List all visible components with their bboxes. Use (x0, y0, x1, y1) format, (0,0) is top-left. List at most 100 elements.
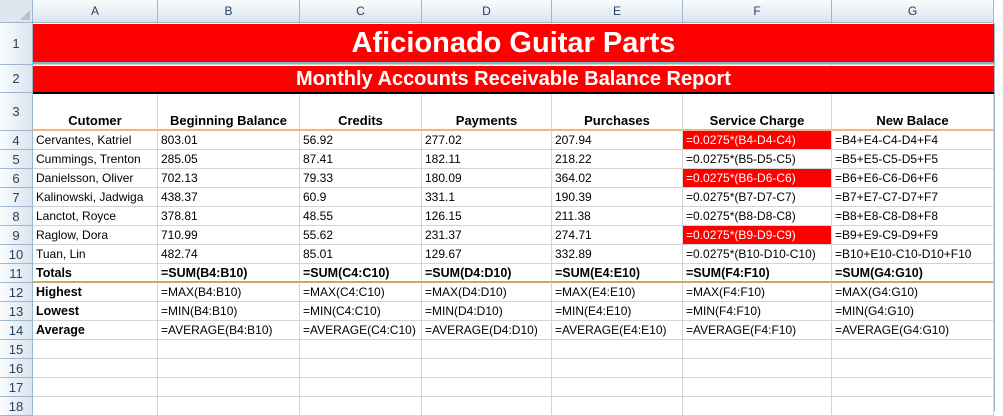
row-header-15[interactable]: 15 (0, 340, 33, 359)
cell-b11[interactable]: =SUM(B4:B10) (158, 264, 300, 283)
cell-f9[interactable]: =0.0275*(B9-D9-C9) (683, 226, 832, 245)
column-header-g[interactable]: G (832, 0, 994, 23)
cell-a6[interactable]: Danielsson, Oliver (33, 169, 158, 188)
cell-g13[interactable]: =MIN(G4:G10) (832, 302, 994, 321)
row-header-18[interactable]: 18 (0, 397, 33, 416)
cell-b13[interactable]: =MIN(B4:B10) (158, 302, 300, 321)
cell-c11[interactable]: =SUM(C4:C10) (300, 264, 422, 283)
cell-f4[interactable]: =0.0275*(B4-D4-C4) (683, 131, 832, 150)
cell-g11[interactable]: =SUM(G4:G10) (832, 264, 994, 283)
cell-d18[interactable] (422, 397, 552, 416)
cell-e3[interactable]: Purchases (552, 93, 683, 131)
cell-a9[interactable]: Raglow, Dora (33, 226, 158, 245)
cell-g10[interactable]: =B10+E10-C10-D10+F10 (832, 245, 994, 264)
row-header-11[interactable]: 11 (0, 264, 33, 283)
row-header-9[interactable]: 9 (0, 226, 33, 245)
cell-c18[interactable] (300, 397, 422, 416)
cell-e7[interactable]: 190.39 (552, 188, 683, 207)
cell-a13[interactable]: Lowest (33, 302, 158, 321)
cell-g9[interactable]: =B9+E9-C9-D9+F9 (832, 226, 994, 245)
cell-d5[interactable]: 182.11 (422, 150, 552, 169)
row-header-6[interactable]: 6 (0, 169, 33, 188)
cell-d12[interactable]: =MAX(D4:D10) (422, 283, 552, 302)
row-header-5[interactable]: 5 (0, 150, 33, 169)
cell-g17[interactable] (832, 378, 994, 397)
cell-b14[interactable]: =AVERAGE(B4:B10) (158, 321, 300, 340)
cell-b16[interactable] (158, 359, 300, 378)
cell-d7[interactable]: 331.1 (422, 188, 552, 207)
cell-b9[interactable]: 710.99 (158, 226, 300, 245)
cell-d10[interactable]: 129.67 (422, 245, 552, 264)
cell-d14[interactable]: =AVERAGE(D4:D10) (422, 321, 552, 340)
cell-e12[interactable]: =MAX(E4:E10) (552, 283, 683, 302)
cell-b15[interactable] (158, 340, 300, 359)
cell-c7[interactable]: 60.9 (300, 188, 422, 207)
cell-a8[interactable]: Lanctot, Royce (33, 207, 158, 226)
cell-d11[interactable]: =SUM(D4:D10) (422, 264, 552, 283)
report-subtitle[interactable]: Monthly Accounts Receivable Balance Repo… (33, 66, 994, 94)
cell-e9[interactable]: 274.71 (552, 226, 683, 245)
column-header-b[interactable]: B (158, 0, 300, 23)
cell-e11[interactable]: =SUM(E4:E10) (552, 264, 683, 283)
cell-g5[interactable]: =B5+E5-C5-D5+F5 (832, 150, 994, 169)
row-header-7[interactable]: 7 (0, 188, 33, 207)
cell-c12[interactable]: =MAX(C4:C10) (300, 283, 422, 302)
cell-d13[interactable]: =MIN(D4:D10) (422, 302, 552, 321)
row-header-12[interactable]: 12 (0, 283, 33, 302)
cell-b18[interactable] (158, 397, 300, 416)
column-header-c[interactable]: C (300, 0, 422, 23)
cell-a15[interactable] (33, 340, 158, 359)
row-header-4[interactable]: 4 (0, 131, 33, 150)
cell-d4[interactable]: 277.02 (422, 131, 552, 150)
cell-g7[interactable]: =B7+E7-C7-D7+F7 (832, 188, 994, 207)
cell-e17[interactable] (552, 378, 683, 397)
cell-b7[interactable]: 438.37 (158, 188, 300, 207)
cell-a3[interactable]: Cutomer (33, 93, 158, 131)
cell-c16[interactable] (300, 359, 422, 378)
row-header-1[interactable]: 1 (0, 23, 33, 65)
cell-a5[interactable]: Cummings, Trenton (33, 150, 158, 169)
column-header-e[interactable]: E (552, 0, 683, 23)
cell-f10[interactable]: =0.0275*(B10-D10-C10) (683, 245, 832, 264)
cell-c17[interactable] (300, 378, 422, 397)
cell-a10[interactable]: Tuan, Lin (33, 245, 158, 264)
cell-a7[interactable]: Kalinowski, Jadwiga (33, 188, 158, 207)
row-header-2[interactable]: 2 (0, 65, 33, 93)
cell-b12[interactable]: =MAX(B4:B10) (158, 283, 300, 302)
cell-f7[interactable]: =0.0275*(B7-D7-C7) (683, 188, 832, 207)
cell-c3[interactable]: Credits (300, 93, 422, 131)
cell-g3[interactable]: New Balace (832, 93, 994, 131)
cell-d15[interactable] (422, 340, 552, 359)
row-header-10[interactable]: 10 (0, 245, 33, 264)
cell-d9[interactable]: 231.37 (422, 226, 552, 245)
cell-c8[interactable]: 48.55 (300, 207, 422, 226)
cell-f6[interactable]: =0.0275*(B6-D6-C6) (683, 169, 832, 188)
cell-f3[interactable]: Service Charge (683, 93, 832, 131)
cell-a4[interactable]: Cervantes, Katriel (33, 131, 158, 150)
column-header-d[interactable]: D (422, 0, 552, 23)
cell-f11[interactable]: =SUM(F4:F10) (683, 264, 832, 283)
row-header-17[interactable]: 17 (0, 378, 33, 397)
cell-c13[interactable]: =MIN(C4:C10) (300, 302, 422, 321)
cell-a14[interactable]: Average (33, 321, 158, 340)
cell-c9[interactable]: 55.62 (300, 226, 422, 245)
cell-b3[interactable]: Beginning Balance (158, 93, 300, 131)
cell-a11[interactable]: Totals (33, 264, 158, 283)
cell-e15[interactable] (552, 340, 683, 359)
row-header-13[interactable]: 13 (0, 302, 33, 321)
cell-a17[interactable] (33, 378, 158, 397)
cell-f15[interactable] (683, 340, 832, 359)
column-header-f[interactable]: F (683, 0, 832, 23)
cell-a18[interactable] (33, 397, 158, 416)
cell-e13[interactable]: =MIN(E4:E10) (552, 302, 683, 321)
cell-e8[interactable]: 211.38 (552, 207, 683, 226)
cell-b8[interactable]: 378.81 (158, 207, 300, 226)
cell-b10[interactable]: 482.74 (158, 245, 300, 264)
cell-b17[interactable] (158, 378, 300, 397)
cell-g16[interactable] (832, 359, 994, 378)
row-header-8[interactable]: 8 (0, 207, 33, 226)
report-title[interactable]: Aficionado Guitar Parts (33, 24, 994, 64)
cell-d6[interactable]: 180.09 (422, 169, 552, 188)
cell-f18[interactable] (683, 397, 832, 416)
cell-c4[interactable]: 56.92 (300, 131, 422, 150)
